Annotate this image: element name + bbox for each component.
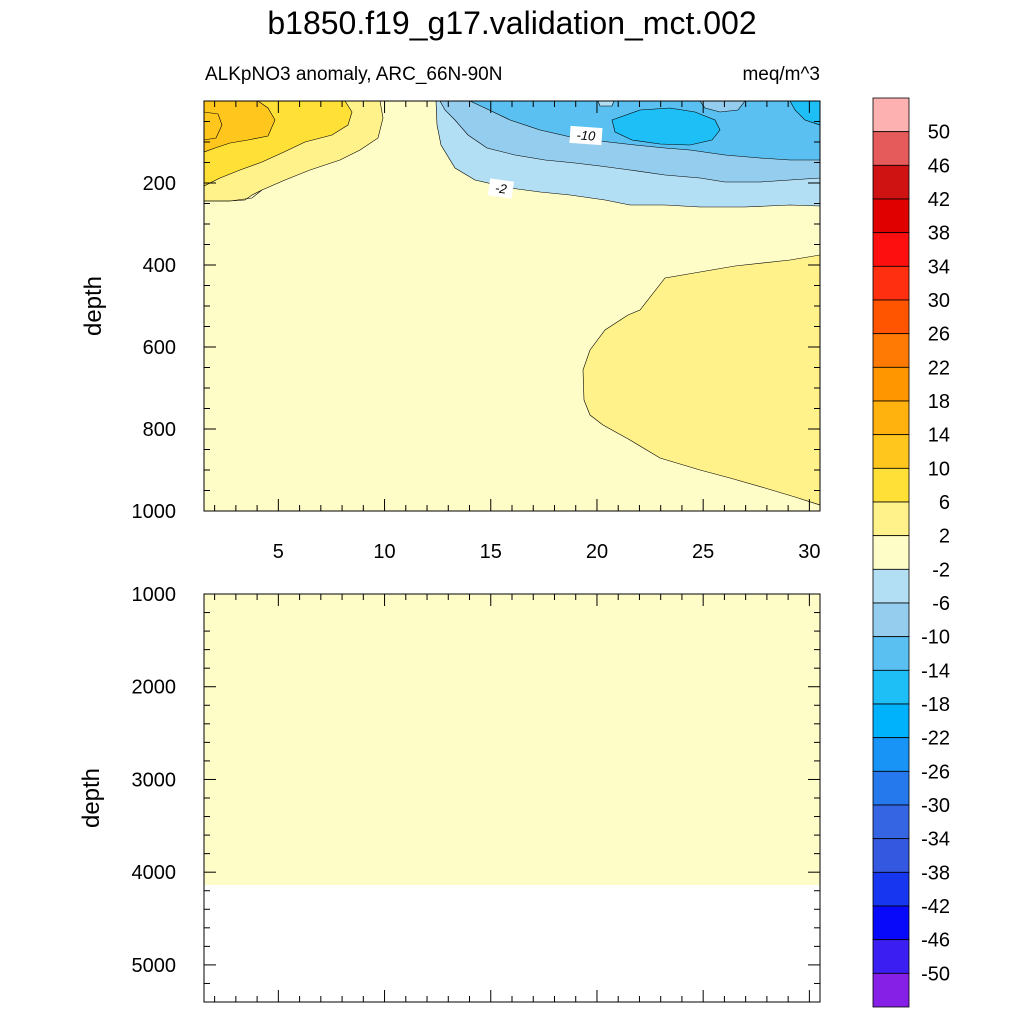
colorbar-label: -38 xyxy=(921,862,950,884)
lower-panel xyxy=(204,594,820,885)
colorbar-swatch xyxy=(872,905,910,941)
colorbar-label: -26 xyxy=(921,761,950,783)
region-positive-lens xyxy=(582,254,820,506)
colorbar-swatch xyxy=(872,366,910,402)
x-tick-label: 5 xyxy=(273,541,284,563)
colorbar-label: -42 xyxy=(921,896,950,918)
colorbar-swatch xyxy=(872,871,910,907)
colorbar-swatch xyxy=(872,265,910,301)
region-east-negative-14-18-core xyxy=(611,107,721,146)
colorbar-label: -14 xyxy=(921,660,950,682)
upper-y-tick-label: 1000 xyxy=(132,501,177,523)
colorbar-label: -6 xyxy=(932,593,950,615)
subtitle-left: ALKpNO3 anomaly, ARC_66N-90N xyxy=(205,64,502,85)
region-near-zero-deep xyxy=(204,594,820,885)
lower-y-axis-label: depth xyxy=(78,768,105,828)
lower-y-tick-label: 1000 xyxy=(132,584,177,606)
upper-ticks: 200 400 600 800 1000 5 10 15 20 25 30 xyxy=(132,100,821,563)
colorbar-label: 38 xyxy=(928,223,950,245)
colorbar-swatch xyxy=(872,703,910,739)
colorbar-swatch xyxy=(872,939,910,974)
colorbar-swatch xyxy=(872,636,910,671)
colorbar: 50 46 42 38 34 30 26 22 18 14 10 6 2 -2 -6 -10 -14 -18 -22… xyxy=(872,97,950,1008)
colorbar-swatch xyxy=(872,535,910,570)
colorbar-swatch xyxy=(872,737,910,772)
colorbar-swatch xyxy=(872,434,910,469)
contour-label-minus2: -2 xyxy=(494,180,508,197)
contour-label-minus10: -10 xyxy=(576,127,597,143)
lower-y-tick-label: 5000 xyxy=(132,955,177,977)
colorbar-swatch xyxy=(872,131,910,166)
colorbar-label: 18 xyxy=(928,391,950,413)
colorbar-label: -22 xyxy=(921,728,950,750)
lower-ticks: 1000 2000 3000 4000 5000 xyxy=(132,584,820,1003)
region-west-positive-10-14 xyxy=(204,101,276,153)
colorbar-label: 30 xyxy=(928,290,950,312)
colorbar-label: 14 xyxy=(928,425,950,447)
upper-y-axis-label: depth xyxy=(80,276,107,336)
colorbar-label: 42 xyxy=(928,189,950,211)
colorbar-swatch xyxy=(872,467,910,503)
colorbar-label: -18 xyxy=(921,694,950,716)
x-tick-label: 15 xyxy=(480,541,502,563)
colorbar-swatch xyxy=(872,333,910,368)
lower-y-tick-label: 3000 xyxy=(132,769,177,791)
lower-y-tick-label: 4000 xyxy=(132,862,177,884)
colorbar-swatch xyxy=(872,501,910,537)
chart-title: b1850.f19_g17.validation_mct.002 xyxy=(267,5,756,41)
colorbar-swatch xyxy=(872,164,910,200)
colorbar-label: -30 xyxy=(921,795,950,817)
colorbar-swatch xyxy=(872,770,910,806)
colorbar-label: 2 xyxy=(939,526,950,548)
colorbar-label: -34 xyxy=(921,829,950,851)
x-tick-label: 25 xyxy=(692,541,714,563)
colorbar-label: 26 xyxy=(928,324,950,346)
colorbar-label: 50 xyxy=(928,122,950,144)
x-tick-label: 10 xyxy=(373,541,395,563)
colorbar-label: -10 xyxy=(921,627,950,649)
colorbar-label: 34 xyxy=(928,256,950,278)
colorbar-swatch xyxy=(872,232,910,267)
colorbar-swatch xyxy=(872,602,910,638)
x-tick-label: 20 xyxy=(586,541,608,563)
colorbar-label: 10 xyxy=(928,458,950,480)
colorbar-swatch xyxy=(872,972,910,1008)
colorbar-swatch xyxy=(872,97,910,133)
upper-y-tick-label: 800 xyxy=(143,419,176,441)
colorbar-swatch xyxy=(872,804,910,840)
colorbar-label: 22 xyxy=(928,357,950,379)
colorbar-swatch xyxy=(872,568,910,604)
colorbar-label: 6 xyxy=(939,492,950,514)
colorbar-swatch xyxy=(872,669,910,705)
colorbar-label: 46 xyxy=(928,155,950,177)
subtitle-units: meq/m^3 xyxy=(742,64,820,85)
colorbar-swatch xyxy=(872,299,910,335)
colorbar-swatch xyxy=(872,838,910,873)
lower-y-tick-label: 2000 xyxy=(132,677,177,699)
upper-y-tick-label: 600 xyxy=(143,337,176,359)
upper-y-tick-label: 200 xyxy=(143,173,176,195)
x-tick-label: 30 xyxy=(798,541,820,563)
colorbar-swatch xyxy=(872,400,910,436)
colorbar-label: -46 xyxy=(921,930,950,952)
upper-panel: -10 -2 xyxy=(204,101,820,511)
colorbar-swatch xyxy=(872,198,910,234)
colorbar-label: -2 xyxy=(932,559,950,581)
colorbar-label: -50 xyxy=(921,963,950,985)
upper-y-tick-label: 400 xyxy=(143,255,176,277)
